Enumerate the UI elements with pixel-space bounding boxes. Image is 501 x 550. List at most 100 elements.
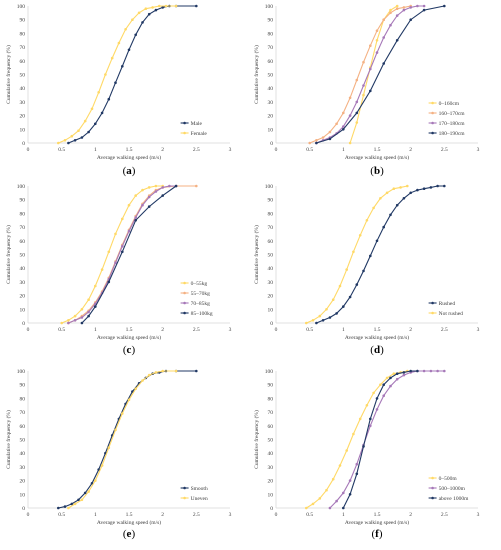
data-point <box>382 383 386 387</box>
x-tick-label: 1 <box>94 327 97 333</box>
legend-entry: Not rushed <box>439 311 464 317</box>
y-axis-title: Cumulative frequency (%) <box>5 410 12 469</box>
y-tick-label: 10 <box>20 307 26 313</box>
data-point <box>107 280 111 284</box>
data-point <box>63 505 67 508</box>
y-tick-label: 70 <box>268 45 274 51</box>
chart-panel: 0 10 20 30 40 50 60 70 80 90 100 0 0.5 1 1.5 2 2.5 3 Avera… <box>253 4 480 177</box>
x-tick-label: 2 <box>409 512 412 518</box>
y-tick-label: 50 <box>268 73 274 79</box>
y-tick-label: 50 <box>268 253 274 259</box>
legend-marker <box>183 496 186 500</box>
x-tick-label: 0 <box>27 512 30 518</box>
data-point <box>379 197 382 200</box>
y-tick-label: 90 <box>20 198 26 204</box>
data-point <box>134 194 137 197</box>
data-point <box>161 186 164 189</box>
data-point <box>436 184 439 188</box>
data-point <box>379 383 382 387</box>
data-point <box>174 369 178 373</box>
panel-label: (b) <box>370 165 384 177</box>
series-line <box>68 185 197 324</box>
chart-panel: 0 10 20 30 40 50 60 70 80 90 100 0 0.5 1 1.5 2 2.5 3 Avera… <box>5 184 232 356</box>
y-tick-label: 80 <box>20 211 26 217</box>
data-point <box>325 488 328 492</box>
data-point <box>121 412 124 415</box>
legend-marker <box>431 301 434 305</box>
x-tick-label: 0 <box>275 327 278 333</box>
data-point <box>67 319 70 322</box>
data-point <box>402 197 406 200</box>
data-point <box>305 321 308 325</box>
legend-marker <box>183 291 186 295</box>
data-point <box>63 139 67 142</box>
data-point <box>355 78 359 82</box>
y-tick-label: 0 <box>270 141 273 147</box>
data-point <box>365 404 369 407</box>
data-point <box>100 464 104 467</box>
data-point <box>328 137 332 141</box>
data-point <box>134 33 137 37</box>
data-point <box>80 498 84 502</box>
series-line <box>329 370 445 509</box>
y-axis-title: Cumulative frequency (%) <box>253 410 260 469</box>
x-tick-label: 3 <box>477 327 480 333</box>
data-point <box>161 369 164 373</box>
data-point <box>395 14 399 17</box>
legend-entry: above 1000m <box>439 496 470 502</box>
legend-marker <box>183 486 186 490</box>
data-point <box>154 184 158 188</box>
data-point <box>402 371 406 374</box>
data-point <box>443 4 446 8</box>
y-tick-label: 10 <box>268 307 274 313</box>
data-point <box>87 298 90 302</box>
x-tick-label: 0 <box>275 512 278 518</box>
y-tick-label: 20 <box>20 294 26 300</box>
data-point <box>375 397 379 400</box>
data-point <box>87 130 90 134</box>
y-tick-label: 0 <box>22 321 25 327</box>
x-tick-label: 2.5 <box>441 512 448 518</box>
y-tick-label: 100 <box>265 4 274 10</box>
x-tick-label: 1.5 <box>374 512 381 518</box>
data-point <box>73 139 77 142</box>
data-point <box>80 321 84 325</box>
y-tick-label: 50 <box>268 438 274 444</box>
legend-entry: Smooth <box>191 486 208 492</box>
y-tick-label: 50 <box>20 438 26 444</box>
y-tick-label: 40 <box>20 86 26 92</box>
data-point <box>389 213 392 217</box>
data-point <box>355 100 359 104</box>
x-tick-label: 1 <box>342 147 345 153</box>
data-point <box>80 308 84 311</box>
data-point <box>331 298 335 302</box>
data-point <box>375 39 379 42</box>
data-point <box>399 186 402 189</box>
data-point <box>83 119 87 123</box>
data-point <box>338 284 342 288</box>
chart-panel: 0 10 20 30 40 50 60 70 80 90 100 0 0.5 1 1.5 2 2.5 3 Avera… <box>253 369 480 540</box>
data-point <box>147 195 151 199</box>
data-point <box>121 250 124 254</box>
y-tick-label: 60 <box>20 424 26 430</box>
x-tick-label: 0.5 <box>58 512 65 518</box>
data-point <box>100 111 104 115</box>
data-point <box>372 206 375 210</box>
y-tick-label: 50 <box>20 253 26 259</box>
data-point <box>355 462 359 466</box>
data-point <box>372 391 375 395</box>
x-tick-label: 3 <box>477 512 480 518</box>
y-tick-label: 90 <box>268 383 274 389</box>
data-point <box>335 499 338 503</box>
data-point <box>395 39 399 42</box>
data-point <box>422 4 426 8</box>
data-point <box>121 65 124 68</box>
data-point <box>369 67 372 71</box>
data-point <box>402 373 406 377</box>
data-point <box>134 219 137 222</box>
data-point <box>429 369 433 373</box>
data-point <box>107 97 111 101</box>
data-point <box>355 472 359 476</box>
data-point <box>406 184 409 188</box>
x-axis-title: Average walking speed (m/s) <box>345 334 409 341</box>
